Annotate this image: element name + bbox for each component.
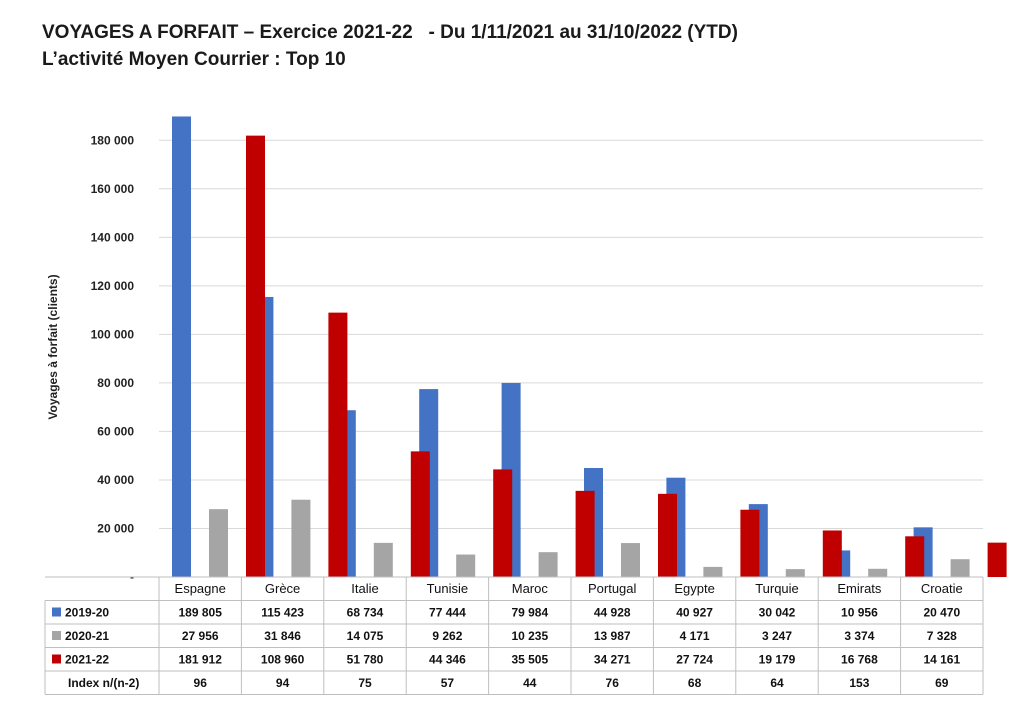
x-tick-label: Tunisie [427, 581, 468, 596]
data-label: 181 912 [179, 653, 223, 667]
x-tick-label: Grèce [265, 581, 300, 596]
data-label: 40 927 [676, 606, 713, 620]
bar-2020-21 [209, 509, 228, 577]
data-label: 77 444 [429, 606, 466, 620]
x-tick-label: Emirats [837, 581, 882, 596]
data-label: 108 960 [261, 653, 305, 667]
bar-2021-22 [493, 469, 513, 577]
index-value: 44 [523, 676, 537, 690]
index-value: 96 [194, 676, 208, 690]
x-tick-label: Egypte [674, 581, 714, 596]
data-label: 44 346 [429, 653, 466, 667]
y-tick-label: 160 000 [91, 182, 135, 196]
bar-2021-22 [246, 135, 265, 578]
bar-2020-21 [456, 554, 476, 577]
y-tick-label: 20 000 [97, 521, 134, 535]
bar-2020-21 [703, 566, 723, 577]
data-label: 3 247 [762, 629, 792, 643]
y-axis-label: Voyages à forfait (clients) [46, 274, 60, 419]
x-tick-label: Maroc [512, 581, 549, 596]
data-label: 13 987 [594, 629, 631, 643]
x-tick-label: Espagne [175, 581, 226, 596]
bar-2020-21 [373, 542, 393, 577]
bar-2021-22 [328, 312, 348, 577]
data-label: 10 956 [841, 606, 878, 620]
bar-2020-21 [621, 543, 640, 577]
chart-title: VOYAGES A FORFAIT – Exercice 2021-22 - D… [42, 19, 738, 73]
bar-2020-21 [538, 552, 558, 577]
bar-2021-22 [410, 451, 430, 577]
x-tick-label: Croatie [921, 581, 963, 596]
bar-2021-22 [575, 490, 595, 577]
legend-label: 2021-22 [65, 653, 109, 667]
data-label: 9 262 [432, 629, 462, 643]
index-value: 64 [770, 676, 784, 690]
legend-swatch-2020-21 [52, 631, 61, 640]
bar-2021-22 [658, 493, 677, 577]
data-label: 30 042 [759, 606, 796, 620]
data-label: 16 768 [841, 653, 878, 667]
x-tick-label: Portugal [588, 581, 637, 596]
bar-2020-21 [868, 568, 888, 577]
bar-2019-20 [172, 116, 191, 577]
x-tick-label: Turquie [755, 581, 799, 596]
data-label: 3 374 [844, 629, 874, 643]
data-label: 35 505 [511, 653, 548, 667]
index-value: 153 [849, 676, 869, 690]
bar-2021-22 [822, 530, 842, 577]
bar-2020-21 [785, 569, 805, 577]
data-label: 79 984 [511, 606, 548, 620]
data-label: 189 805 [179, 606, 223, 620]
data-label: 7 328 [927, 629, 957, 643]
data-label: 14 075 [347, 629, 384, 643]
index-value: 57 [441, 676, 455, 690]
data-label: 27 724 [676, 653, 713, 667]
bar-2020-21 [950, 559, 970, 577]
bar-2021-22 [740, 509, 760, 577]
bar-2021-22 [905, 536, 925, 577]
bar-2021-22 [987, 542, 1007, 577]
index-value: 75 [358, 676, 372, 690]
y-tick-label: 40 000 [97, 473, 134, 487]
data-label: 27 956 [182, 629, 219, 643]
index-row-label: Index n/(n-2) [68, 676, 139, 690]
data-label: 19 179 [759, 653, 796, 667]
y-tick-label: 100 000 [91, 327, 135, 341]
data-label: 14 161 [923, 653, 960, 667]
legend-swatch-2019-20 [52, 607, 61, 617]
legend-label: 2020-21 [65, 629, 109, 643]
y-tick-label: 120 000 [91, 279, 135, 293]
data-label: 68 734 [347, 606, 384, 620]
y-tick-label: 60 000 [97, 424, 134, 438]
data-label: 4 171 [680, 629, 710, 643]
data-label: 31 846 [264, 629, 301, 643]
index-value: 76 [606, 676, 620, 690]
data-label: 34 271 [594, 653, 631, 667]
data-label: 51 780 [347, 653, 384, 667]
title-line-2: L’activité Moyen Courrier : Top 10 [42, 49, 346, 70]
legend-label: 2019-20 [65, 606, 109, 620]
x-tick-label: Italie [351, 581, 378, 596]
index-value: 68 [688, 676, 702, 690]
bar-2020-21 [291, 499, 311, 577]
data-label: 20 470 [923, 606, 960, 620]
y-tick-label: 80 000 [97, 376, 134, 390]
title-line-1: VOYAGES A FORFAIT – Exercice 2021-22 - D… [42, 22, 738, 43]
data-label: 10 235 [511, 629, 548, 643]
index-value: 69 [935, 676, 949, 690]
data-label: 115 423 [261, 606, 304, 620]
y-tick-label: 140 000 [91, 230, 135, 244]
legend-swatch-2021-22 [52, 654, 61, 664]
index-value: 94 [276, 676, 290, 690]
data-label: 44 928 [594, 606, 631, 620]
y-tick-label: 180 000 [91, 133, 135, 147]
